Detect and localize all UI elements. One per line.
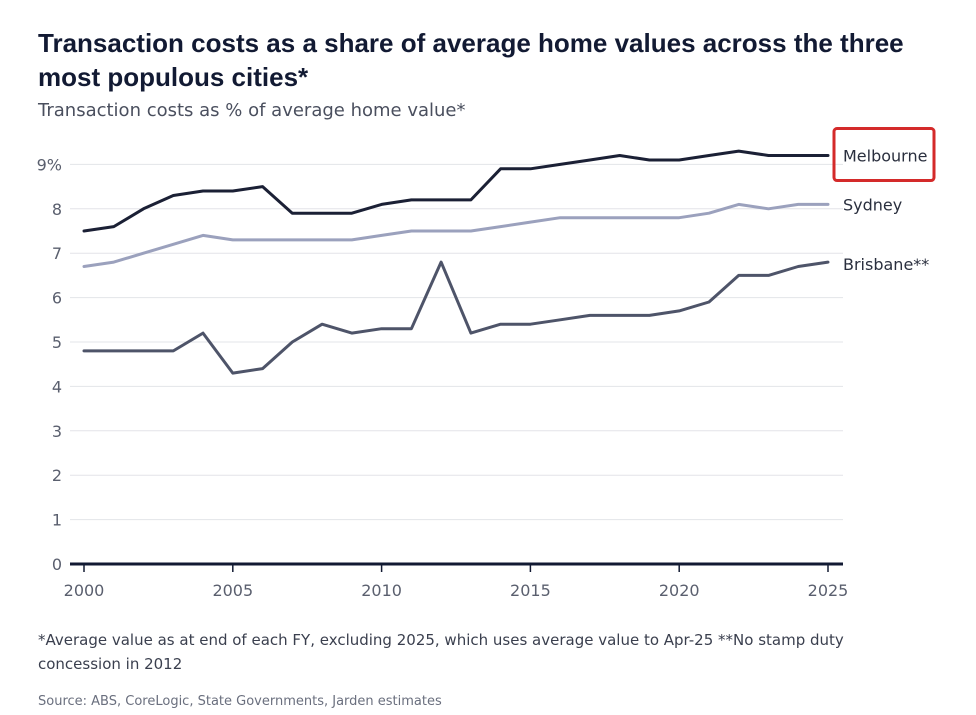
footnote: *Average value as at end of each FY, exc… [38, 631, 844, 673]
y-tick-label: 9% [37, 155, 62, 174]
y-tick-label: 0 [52, 555, 62, 574]
y-tick-label: 3 [52, 422, 62, 441]
y-tick-label: 6 [52, 289, 62, 308]
series-line-sydney [82, 202, 830, 268]
x-tick-label: 2010 [361, 581, 402, 600]
x-tick-label: 2015 [510, 581, 551, 600]
y-tick-label: 7 [52, 244, 62, 263]
y-tick-label: 8 [52, 200, 62, 219]
y-tick-label: 5 [52, 333, 62, 352]
y-tick-label: 4 [52, 377, 62, 396]
x-tick-label: 2020 [659, 581, 700, 600]
x-tick-label: 2025 [808, 581, 849, 600]
y-tick-label: 1 [52, 511, 62, 530]
series-label-melbourne: Melbourne [843, 147, 927, 166]
series-label-brisbane: Brisbane** [843, 255, 929, 274]
series-line-brisbane [82, 260, 830, 375]
chart-subtitle: Transaction costs as % of average home v… [38, 100, 466, 121]
series-label-sydney: Sydney [843, 195, 902, 214]
y-tick-label: 2 [52, 466, 62, 485]
series-line-melbourne [82, 149, 830, 233]
x-tick-label: 2000 [64, 581, 105, 600]
chart-title: Transaction costs as a share of average … [38, 28, 904, 92]
series-lines [82, 149, 830, 375]
source-note: Source: ABS, CoreLogic, State Government… [38, 694, 442, 709]
highlight-box [832, 127, 936, 183]
series-labels: Melbourne Sydney Brisbane** [832, 127, 936, 274]
line-chart: 0 1 2 3 4 5 6 7 8 9% 2000 2005 2010 2015 2020 2025 Mel… [37, 127, 936, 600]
x-axis: 2000 2005 2010 2015 2020 2025 [64, 562, 849, 600]
y-axis-ticks: 0 1 2 3 4 5 6 7 8 9% [37, 155, 62, 574]
x-tick-label: 2005 [212, 581, 253, 600]
